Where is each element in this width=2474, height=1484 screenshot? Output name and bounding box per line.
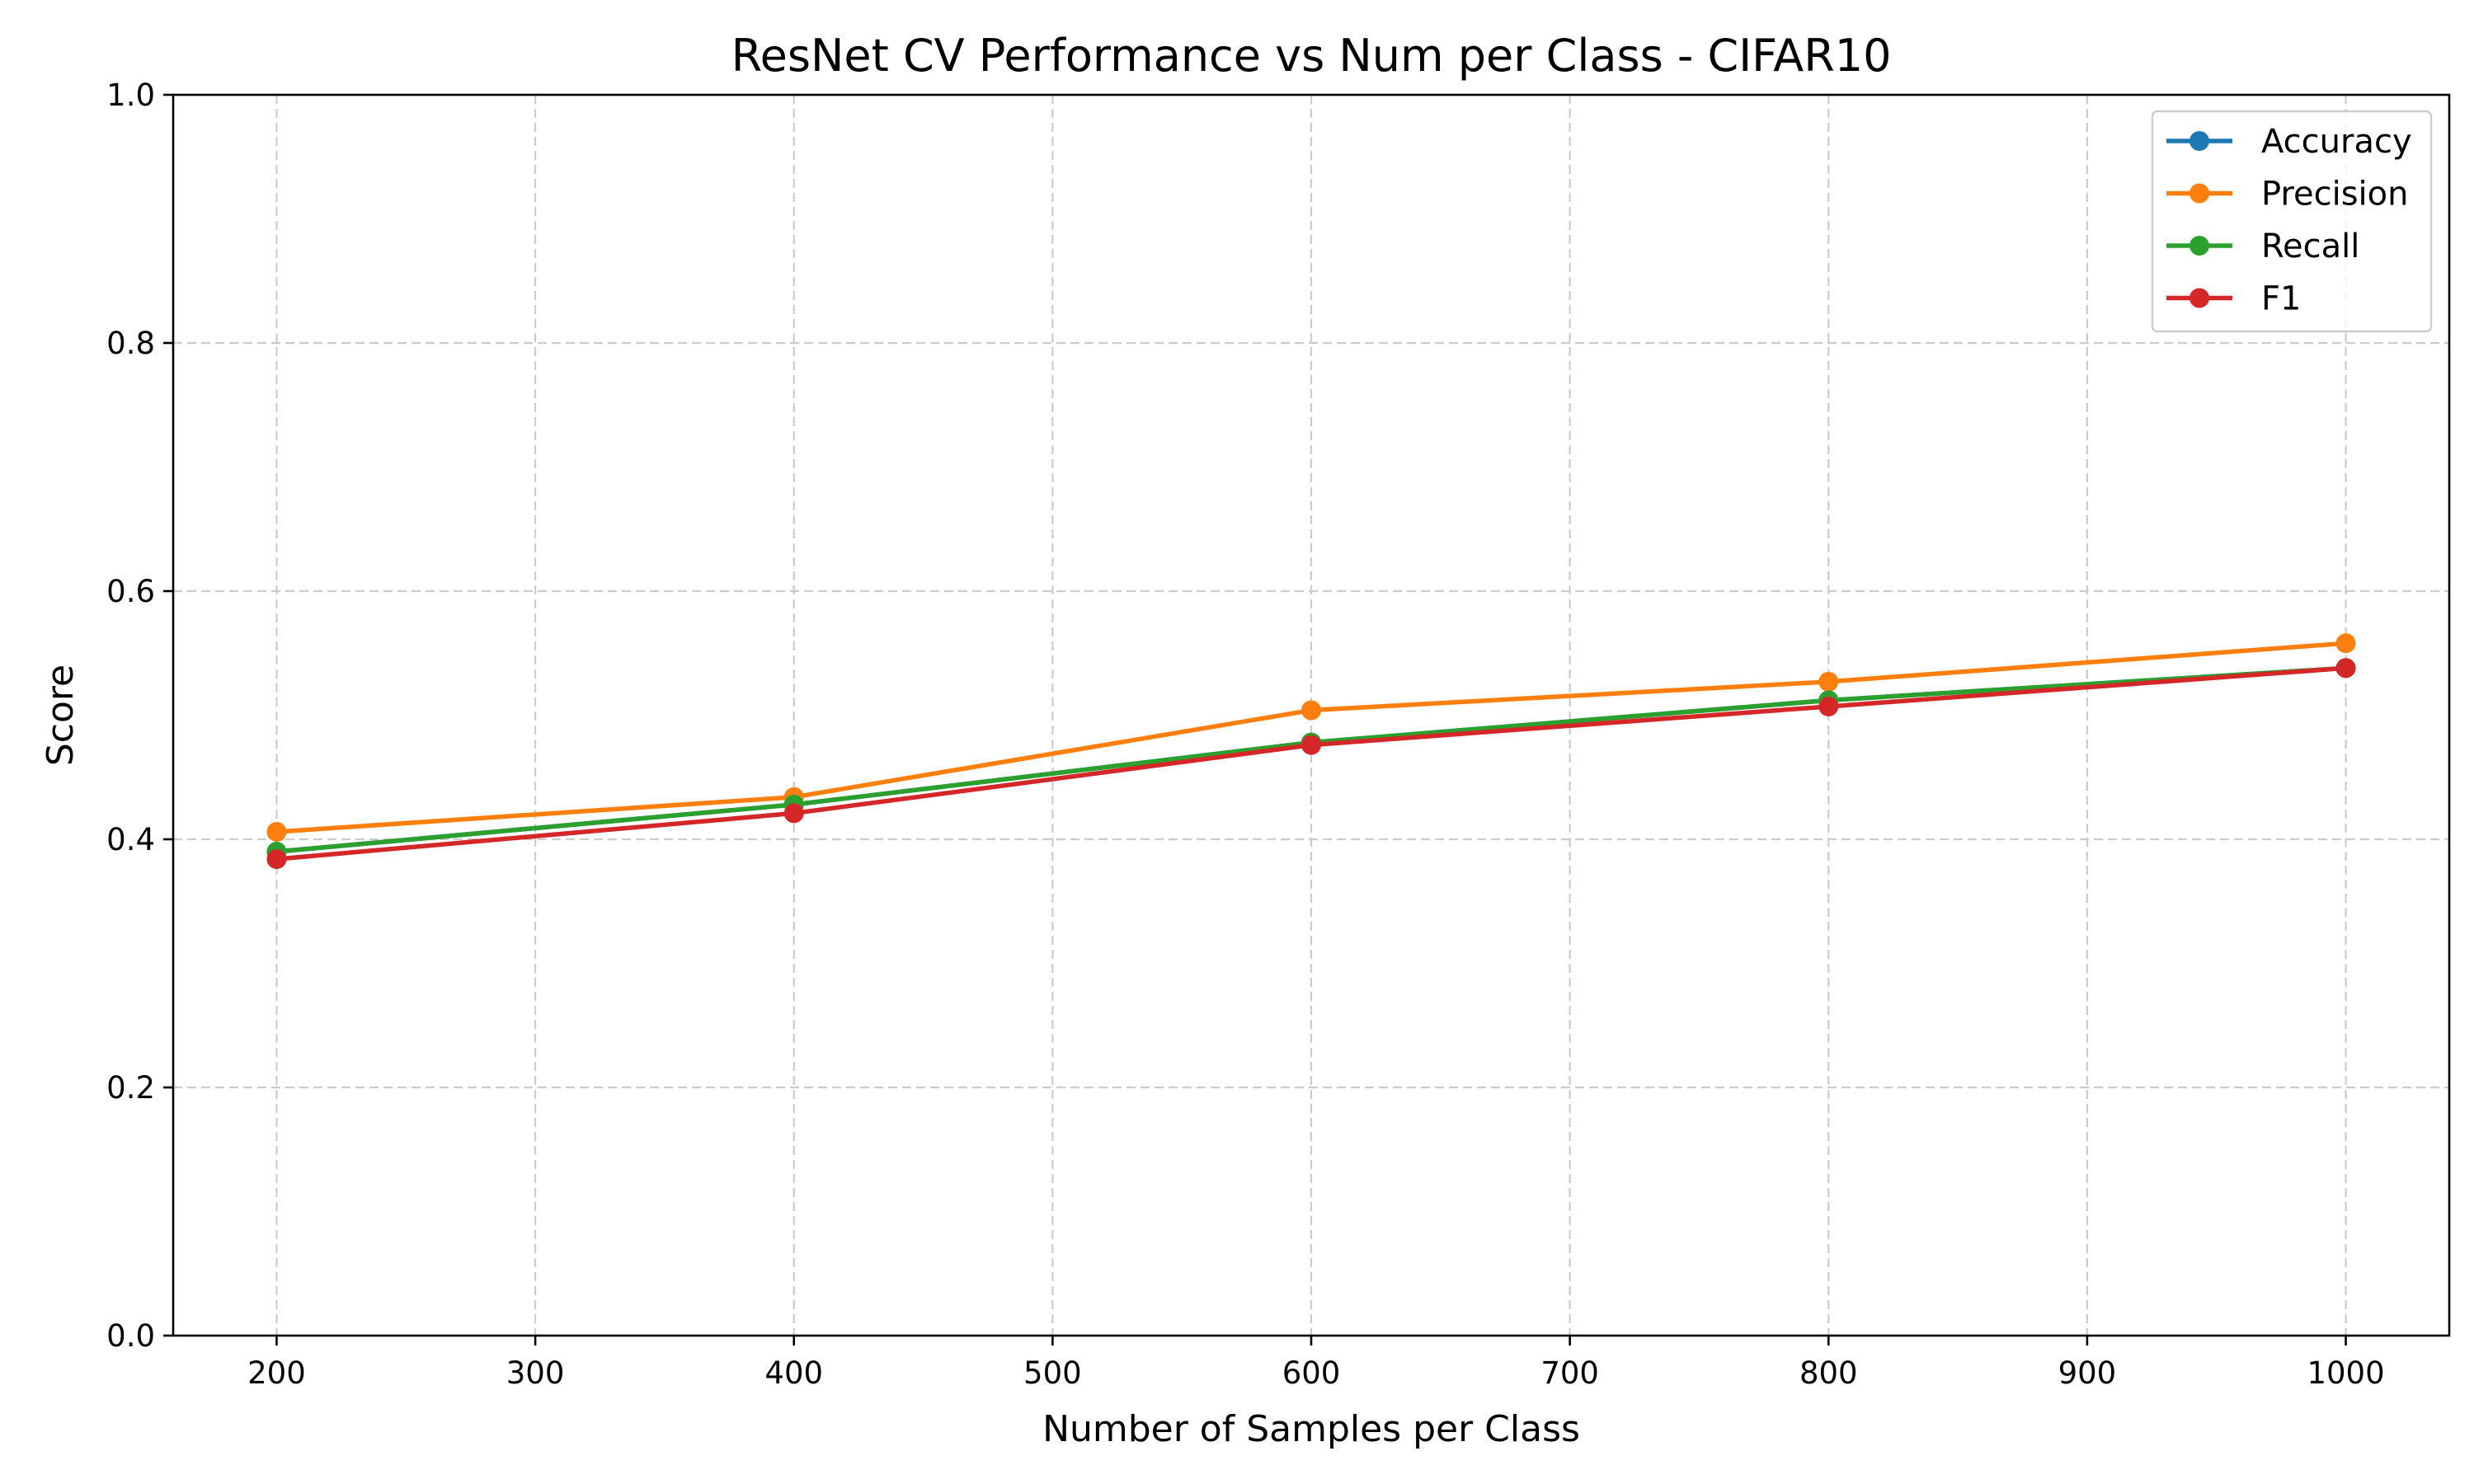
data-point-f1: [266, 849, 287, 870]
legend-marker-precision: [2189, 183, 2209, 204]
x-tick-label: 600: [1282, 1355, 1341, 1391]
legend-label-f1: F1: [2261, 280, 2301, 318]
y-axis-label: Score: [40, 665, 82, 766]
data-point-f1: [783, 803, 804, 824]
series-precision: [266, 633, 2356, 842]
x-tick-label: 700: [1540, 1355, 1599, 1391]
data-point-precision: [1818, 671, 1839, 692]
y-tick-label: 0.8: [106, 326, 155, 361]
data-point-precision: [266, 821, 287, 842]
y-axis-ticks: 0.0 0.2 0.4 0.6 0.8 1.0: [106, 77, 173, 1354]
y-tick-label: 1.0: [106, 77, 155, 113]
data-point-precision: [1301, 700, 1321, 721]
x-tick-label: 800: [1799, 1355, 1858, 1391]
y-tick-label: 0.0: [106, 1318, 155, 1354]
y-tick-label: 0.6: [106, 574, 155, 609]
legend: Accuracy Precision Recall F1: [2151, 110, 2433, 333]
series-f1: [266, 658, 2356, 870]
x-tick-label: 1000: [2307, 1355, 2384, 1391]
data-point-f1: [2335, 658, 2356, 679]
x-tick-label: 300: [506, 1355, 565, 1391]
legend-marker-recall: [2189, 236, 2209, 256]
legend-label-accuracy: Accuracy: [2261, 123, 2412, 161]
legend-item-recall: Recall: [2166, 228, 2359, 265]
legend-label-recall: Recall: [2261, 228, 2359, 265]
data-point-precision: [2335, 633, 2356, 654]
legend-marker-f1: [2189, 288, 2209, 308]
data-point-f1: [1818, 696, 1839, 716]
data-point-f1: [1301, 735, 1321, 755]
legend-item-accuracy: Accuracy: [2166, 123, 2412, 161]
series-layer: [266, 633, 2356, 870]
x-axis-label: Number of Samples per Class: [1042, 1408, 1580, 1450]
x-axis-ticks: 200 300 400 500 600 700 800 900 1000: [247, 1336, 2385, 1391]
x-tick-label: 200: [247, 1355, 306, 1391]
x-tick-label: 500: [1023, 1355, 1082, 1391]
x-tick-label: 900: [2058, 1355, 2117, 1391]
y-tick-label: 0.4: [106, 822, 155, 857]
legend-item-f1: F1: [2166, 280, 2301, 318]
legend-marker-accuracy: [2189, 131, 2209, 151]
x-tick-label: 400: [764, 1355, 823, 1391]
chart-title: ResNet CV Performance vs Num per Class -…: [731, 30, 1892, 82]
legend-box: [2151, 110, 2433, 333]
y-tick-label: 0.2: [106, 1070, 155, 1106]
legend-label-precision: Precision: [2261, 176, 2408, 214]
legend-item-precision: Precision: [2166, 176, 2408, 214]
